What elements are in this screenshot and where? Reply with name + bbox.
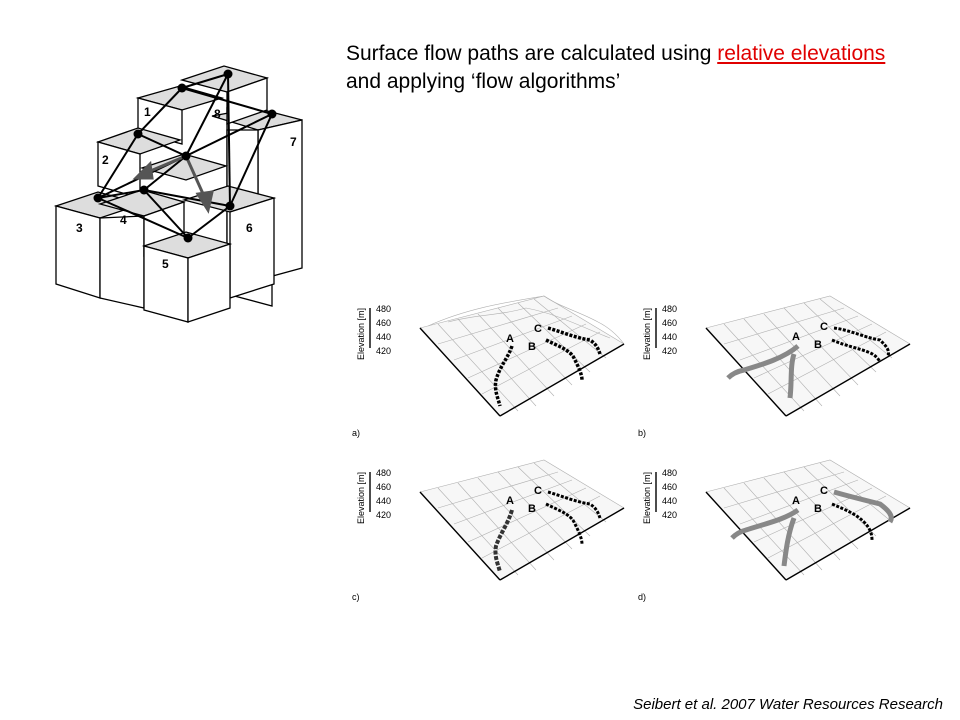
tick-label: 480	[662, 304, 677, 314]
path-label-a: A	[506, 495, 514, 507]
axis-title: Elevation [m]	[642, 308, 652, 360]
tick-label: 420	[662, 510, 677, 520]
cell-label-4: 4	[120, 213, 127, 227]
axis-title: Elevation [m]	[642, 472, 652, 524]
path-label-c: C	[820, 485, 828, 497]
tick-label: 440	[662, 332, 677, 342]
panel-label: c)	[352, 592, 360, 602]
heading-text-1: Surface flow paths are calculated using	[346, 42, 718, 65]
terrain-panel-c: 480 460 440 420 Elevation [m] c) A B C	[352, 459, 625, 602]
tick-label: 480	[376, 304, 391, 314]
slide-heading: Surface flow paths are calculated using …	[346, 40, 906, 96]
panel-d: 480 460 440 420 Elevation [m] d) A B C	[634, 452, 914, 613]
path-label-a: A	[506, 333, 514, 345]
panel-a: 480 460 440 420 Elevation [m] a) A B C	[348, 288, 628, 449]
tick-label: 480	[376, 468, 391, 478]
tick-label: 480	[662, 468, 677, 478]
path-label-a: A	[792, 331, 800, 343]
tick-label: 420	[662, 346, 677, 356]
path-label-c: C	[534, 485, 542, 497]
tick-label: 420	[376, 346, 391, 356]
path-label-b: B	[528, 341, 536, 353]
terrain-panel-d: 480 460 440 420 Elevation [m] d) A B C	[638, 459, 911, 602]
axis-title: Elevation [m]	[356, 472, 366, 524]
path-label-b: B	[528, 503, 536, 515]
path-label-c: C	[534, 323, 542, 335]
cell-label-8: 8	[214, 107, 221, 121]
panel-b: 480 460 440 420 Elevation [m] b) A B C	[634, 288, 914, 449]
cell-label-5: 5	[162, 257, 169, 271]
path-label-b: B	[814, 503, 822, 515]
path-label-c: C	[820, 321, 828, 333]
terrain-panel-a: 480 460 440 420 Elevation [m] a) A B C	[352, 295, 625, 438]
cell-label-6: 6	[246, 221, 253, 235]
cell-label-1: 1	[144, 105, 151, 119]
tick-label: 460	[376, 482, 391, 492]
tick-label: 420	[376, 510, 391, 520]
cell-label-7: 7	[290, 135, 297, 149]
panel-label: d)	[638, 592, 646, 602]
tick-label: 460	[662, 482, 677, 492]
cell-label-2: 2	[102, 153, 109, 167]
path-label-a: A	[792, 495, 800, 507]
panel-label: b)	[638, 428, 646, 438]
tick-label: 460	[376, 318, 391, 328]
terrain-panel-b: 480 460 440 420 Elevation [m] b) A B C	[638, 295, 911, 438]
block-diagram: 1 2 3 4 5 6 7 8	[53, 65, 303, 323]
path-label-b: B	[814, 339, 822, 351]
tick-label: 460	[662, 318, 677, 328]
panel-label: a)	[352, 428, 360, 438]
citation: Seibert et al. 2007 Water Resources Rese…	[633, 696, 943, 713]
tick-label: 440	[376, 332, 391, 342]
tick-label: 440	[376, 496, 391, 506]
axis-title: Elevation [m]	[356, 308, 366, 360]
tick-label: 440	[662, 496, 677, 506]
cell-label-3: 3	[76, 221, 83, 235]
panel-c: 480 460 440 420 Elevation [m] c) A B C	[348, 452, 628, 613]
heading-highlight: relative elevations	[717, 42, 886, 65]
heading-text-2: and applying ‘flow algorithms’	[346, 70, 621, 93]
